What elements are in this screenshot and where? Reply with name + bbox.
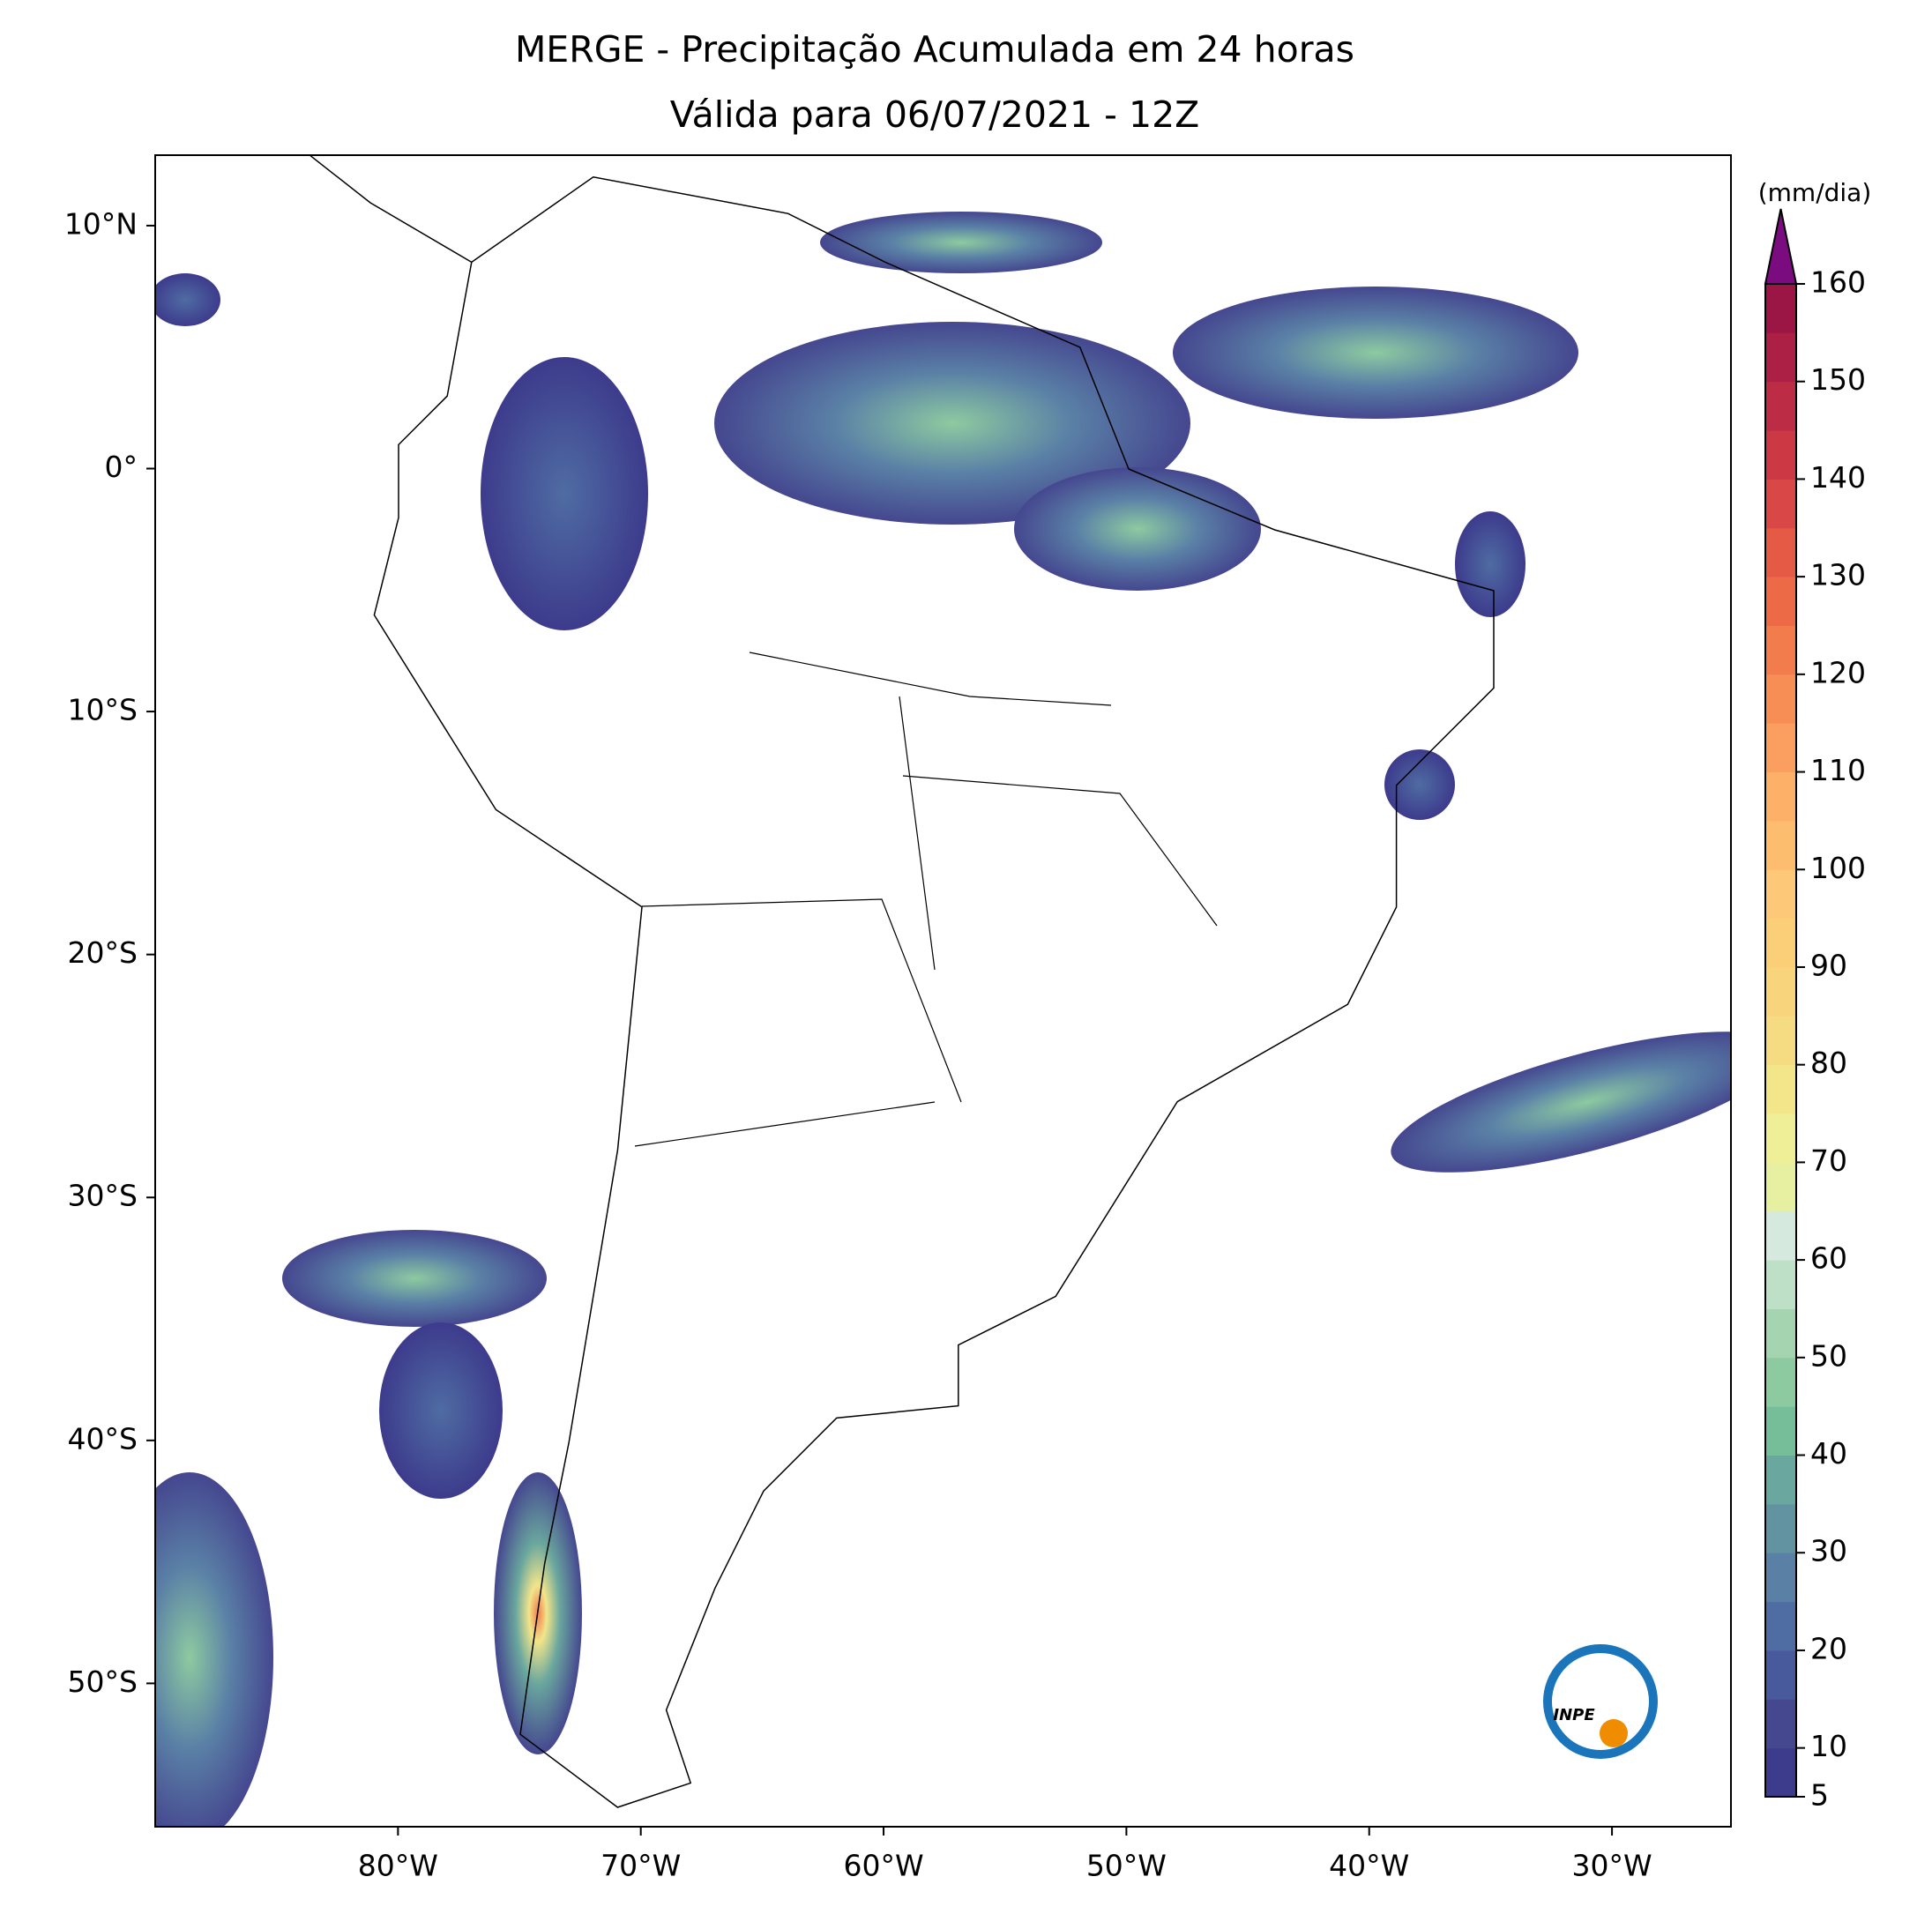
colorbar-band (1765, 1650, 1796, 1700)
colorbar-band (1765, 1553, 1796, 1603)
y-tick-label: 0° (105, 450, 138, 484)
y-tick-label: 50°S (68, 1665, 138, 1699)
colorbar-band (1765, 1210, 1796, 1261)
rain-area (155, 273, 220, 326)
y-tick-label: 40°S (68, 1421, 138, 1456)
colorbar-band (1765, 381, 1796, 431)
logo-ring (1543, 1644, 1658, 1759)
colorbar-band (1765, 430, 1796, 480)
x-tick-label: 40°W (1329, 1849, 1409, 1883)
logo-dot (1600, 1719, 1628, 1747)
borders (634, 652, 1218, 1147)
colorbar-band (1765, 332, 1796, 383)
colorbar-band (1765, 771, 1796, 822)
colorbar-band (1765, 1260, 1796, 1309)
logo: INPE (1543, 1644, 1658, 1759)
colorbar-band (1765, 1455, 1796, 1505)
colorbar-tick-label: 5 (1810, 1778, 1829, 1813)
colorbar-tick-label: 80 (1810, 1046, 1847, 1080)
rain-area (1014, 467, 1261, 591)
colorbar-tick-label: 10 (1810, 1729, 1847, 1763)
coastline (309, 155, 1495, 1808)
colorbar-tick-label: 90 (1810, 948, 1847, 982)
x-tick-label: 50°W (1086, 1849, 1167, 1883)
colorbar-unit: (mm/dia) (1758, 178, 1872, 207)
colorbar-band (1765, 869, 1796, 920)
x-tick-label: 80°W (358, 1849, 438, 1883)
colorbar-tick-label: 30 (1810, 1534, 1847, 1568)
colorbar-tick-label: 120 (1810, 655, 1866, 689)
colorbar-band (1765, 674, 1796, 724)
logo-text: INPE (1553, 1706, 1595, 1724)
colorbar-band (1765, 1162, 1796, 1212)
rain-area (820, 212, 1102, 273)
y-tick-label: 30°S (68, 1179, 138, 1213)
rain-area (1173, 287, 1578, 419)
colorbar-tick-label: 40 (1810, 1436, 1847, 1471)
colorbar-tick-label: 140 (1810, 460, 1866, 495)
colorbar-band (1765, 1503, 1796, 1553)
colorbar-tick-label: 160 (1810, 265, 1866, 300)
y-tick-label: 20°S (68, 935, 138, 970)
colorbar-tick-label: 70 (1810, 1143, 1847, 1178)
rain-area (714, 322, 1190, 525)
colorbar-band (1765, 1699, 1796, 1749)
colorbar-extend (1764, 208, 1798, 285)
colorbar-band (1765, 284, 1796, 333)
precipitation (155, 212, 1731, 1827)
colorbar-tick-label: 130 (1810, 558, 1866, 592)
rain-area (379, 1322, 503, 1499)
y-tick-label: 10°N (64, 206, 138, 241)
rain-area (1455, 511, 1525, 617)
rain-area (1384, 749, 1455, 820)
colorbar-tick-label: 150 (1810, 362, 1866, 397)
colorbar-band (1765, 1064, 1796, 1114)
colorbar-tick-label: 100 (1810, 851, 1866, 885)
y-tick-label: 10°S (68, 693, 138, 727)
map-frame (154, 154, 1732, 1828)
rain-area (155, 1472, 273, 1827)
rain-area (1391, 1031, 1731, 1173)
colorbar-band (1765, 1308, 1796, 1359)
colorbar-band (1765, 527, 1796, 577)
colorbar-band (1765, 479, 1796, 529)
colorbar-tick-label: 50 (1810, 1338, 1847, 1373)
colorbar-band (1765, 918, 1796, 968)
title: MERGE - Precipitação Acumulada em 24 hor… (515, 28, 1354, 71)
colorbar-tick-label: 20 (1810, 1631, 1847, 1665)
x-tick-label: 70°W (600, 1849, 681, 1883)
colorbar-band (1765, 1357, 1796, 1407)
colorbar-band (1765, 1113, 1796, 1163)
colorbar-band (1765, 820, 1796, 870)
colorbar-band (1765, 966, 1796, 1017)
x-tick-label: 60°W (843, 1849, 923, 1883)
rain-area (282, 1230, 547, 1327)
rain-area (481, 357, 648, 630)
colorbar-band (1765, 1406, 1796, 1456)
colorbar-band (1765, 1016, 1796, 1066)
colorbar-frame (1764, 283, 1797, 1798)
colorbar-band (1765, 723, 1796, 773)
subtitle: Válida para 06/07/2021 - 12Z (670, 93, 1200, 136)
colorbar-band (1765, 1601, 1796, 1651)
colorbar-tick-label: 60 (1810, 1241, 1847, 1276)
x-tick-label: 30°W (1572, 1849, 1652, 1883)
colorbar-tick-label: 110 (1810, 753, 1866, 787)
colorbar-band (1765, 1747, 1796, 1798)
colorbar-band (1765, 577, 1796, 626)
colorbar-band (1765, 625, 1796, 675)
